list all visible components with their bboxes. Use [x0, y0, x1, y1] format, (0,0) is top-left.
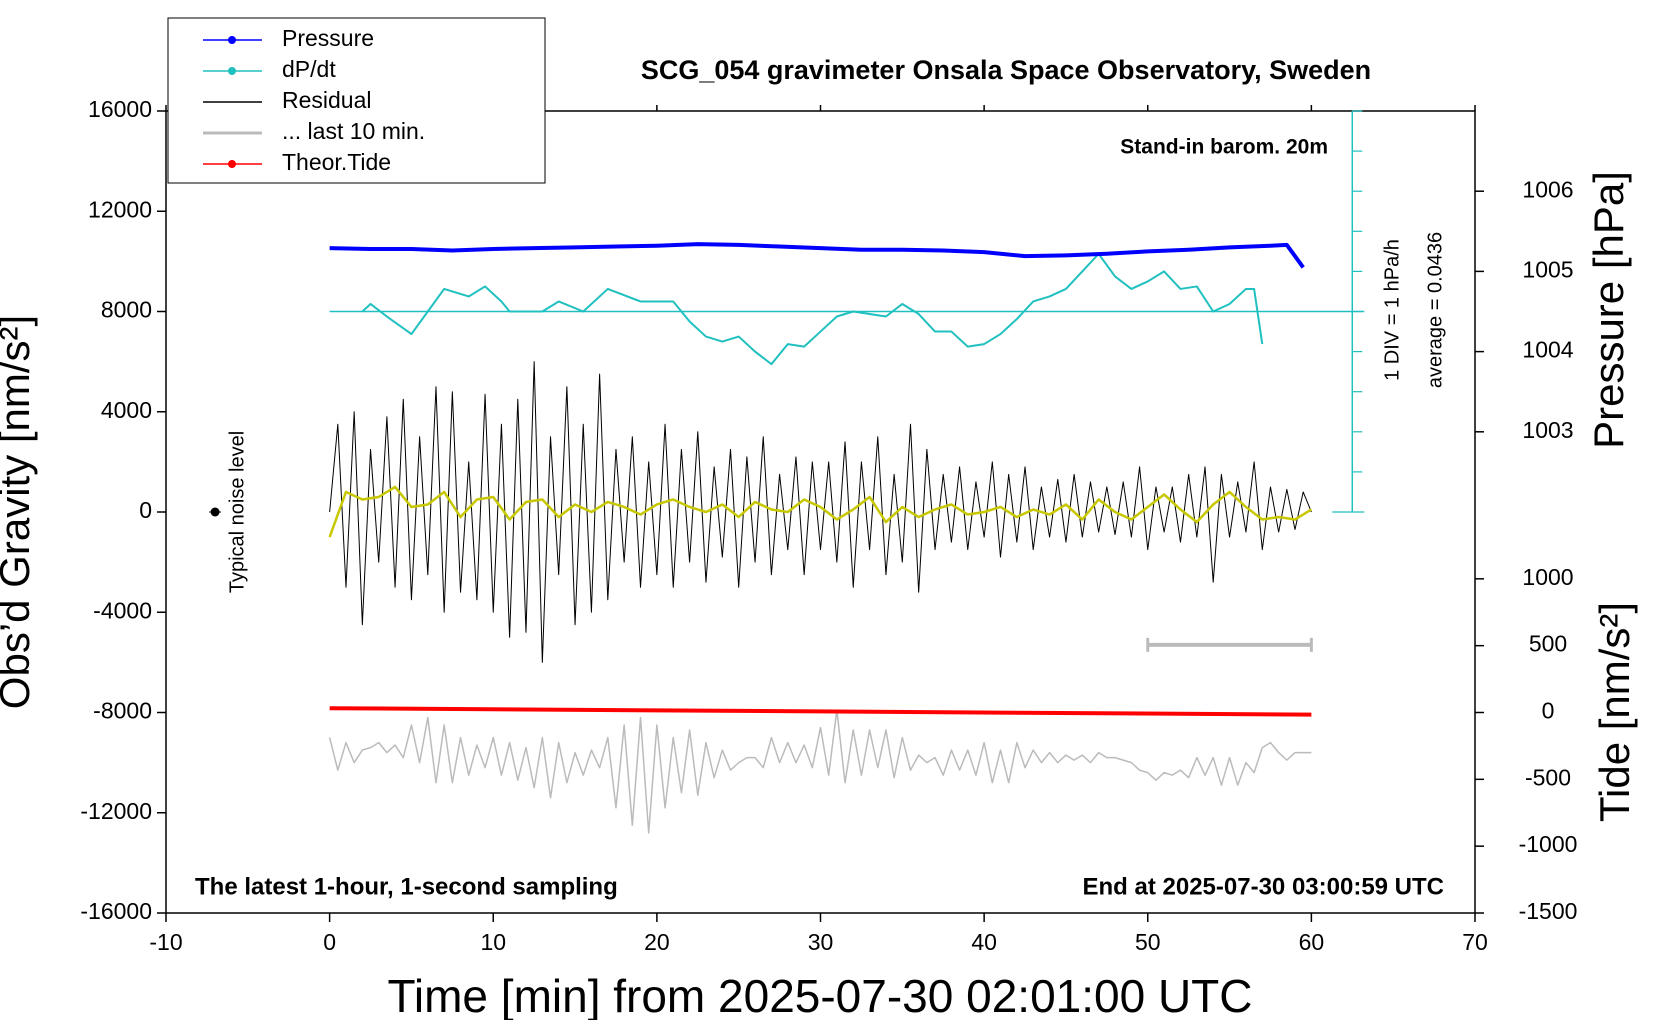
- plot-frame: [165, 110, 1476, 914]
- legend-label: Residual: [282, 87, 372, 113]
- x-tick-label: 0: [323, 929, 336, 955]
- series-line: [329, 706, 1312, 717]
- legend-marker: [228, 36, 236, 44]
- series-line: [361, 252, 1264, 366]
- legend-marker: [228, 67, 236, 75]
- x-tick-label: 70: [1462, 929, 1488, 955]
- y-tick-label: -500: [1525, 764, 1571, 790]
- x-tick-label: 10: [480, 929, 506, 955]
- y-tick-label: 8000: [101, 297, 152, 323]
- y-tick-label: 0: [139, 497, 152, 523]
- annotation: End at 2025-07-30 03:00:59 UTC: [1083, 873, 1445, 900]
- x-tick-label: 60: [1299, 929, 1325, 955]
- series-line: [328, 709, 1312, 834]
- legend-label: Pressure: [282, 25, 374, 51]
- annotation: 1 DIV = 1 hPa/h: [1381, 239, 1403, 381]
- x-tick-label: 20: [644, 929, 670, 955]
- annotation: average = 0.0436: [1424, 232, 1446, 388]
- legend-box: [167, 17, 546, 184]
- series-line: [328, 485, 1313, 538]
- y-tick-label: -1500: [1519, 898, 1578, 924]
- annotation: The latest 1-hour, 1-second sampling: [195, 873, 618, 900]
- y-tick-label: 500: [1529, 631, 1567, 657]
- series-line: [329, 361, 1312, 663]
- legend-label: ... last 10 min.: [282, 118, 425, 144]
- y-tick-label: -8000: [93, 698, 152, 724]
- y-tick-label: 0: [1542, 698, 1555, 724]
- y-tick-label: -16000: [80, 898, 152, 924]
- legend-label: Theor.Tide: [282, 149, 391, 175]
- legend: Pressure dP/dt Residual ... last 10 min. The…: [167, 17, 546, 184]
- legend-label: dP/dt: [282, 56, 336, 82]
- x-tick-label: 40: [971, 929, 997, 955]
- y-tick-label: -1000: [1519, 831, 1578, 857]
- y3-axis-label: Tide [nm/s²]: [1591, 602, 1638, 822]
- chart-title: SCG_054 gravimeter Onsala Space Observat…: [641, 55, 1371, 85]
- x-tick-label: 30: [808, 929, 834, 955]
- legend-marker: [228, 160, 236, 168]
- y-tick-label: 4000: [101, 397, 152, 423]
- annotation: Typical noise level: [226, 431, 248, 593]
- series-line: [329, 242, 1305, 269]
- x-tick-label: -10: [149, 929, 182, 955]
- y-tick-label: 12000: [88, 196, 152, 222]
- y-tick-label: 16000: [88, 96, 152, 122]
- y-tick-label: 1005: [1522, 256, 1573, 282]
- y-tick-label: -12000: [80, 798, 152, 824]
- y-tick-label: 1006: [1522, 176, 1573, 202]
- y2-axis-label: Pressure [hPa]: [1585, 171, 1632, 449]
- y-tick-label: 1003: [1522, 417, 1573, 443]
- y-tick-label: 1004: [1522, 337, 1573, 363]
- y-axis-label: Obs’d Gravity [nm/s²]: [0, 315, 38, 709]
- x-tick-label: 50: [1135, 929, 1161, 955]
- x-axis-label: Time [min] from 2025-07-30 02:01:00 UTC: [388, 970, 1253, 1020]
- annotation: Stand-in barom. 20m: [1120, 136, 1328, 159]
- y-tick-label: 1000: [1522, 564, 1573, 590]
- noise-dot: [210, 507, 220, 517]
- y-tick-label: -4000: [93, 597, 152, 623]
